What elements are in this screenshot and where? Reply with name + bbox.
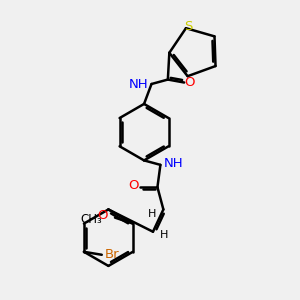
Text: O: O	[128, 179, 139, 192]
Text: Br: Br	[105, 248, 119, 261]
Text: S: S	[184, 20, 193, 33]
Text: H: H	[148, 209, 156, 219]
Text: NH: NH	[129, 77, 149, 91]
Text: O: O	[97, 209, 108, 222]
Text: O: O	[184, 76, 195, 89]
Text: NH: NH	[164, 157, 184, 170]
Text: H: H	[160, 230, 169, 240]
Text: CH₃: CH₃	[80, 213, 102, 226]
